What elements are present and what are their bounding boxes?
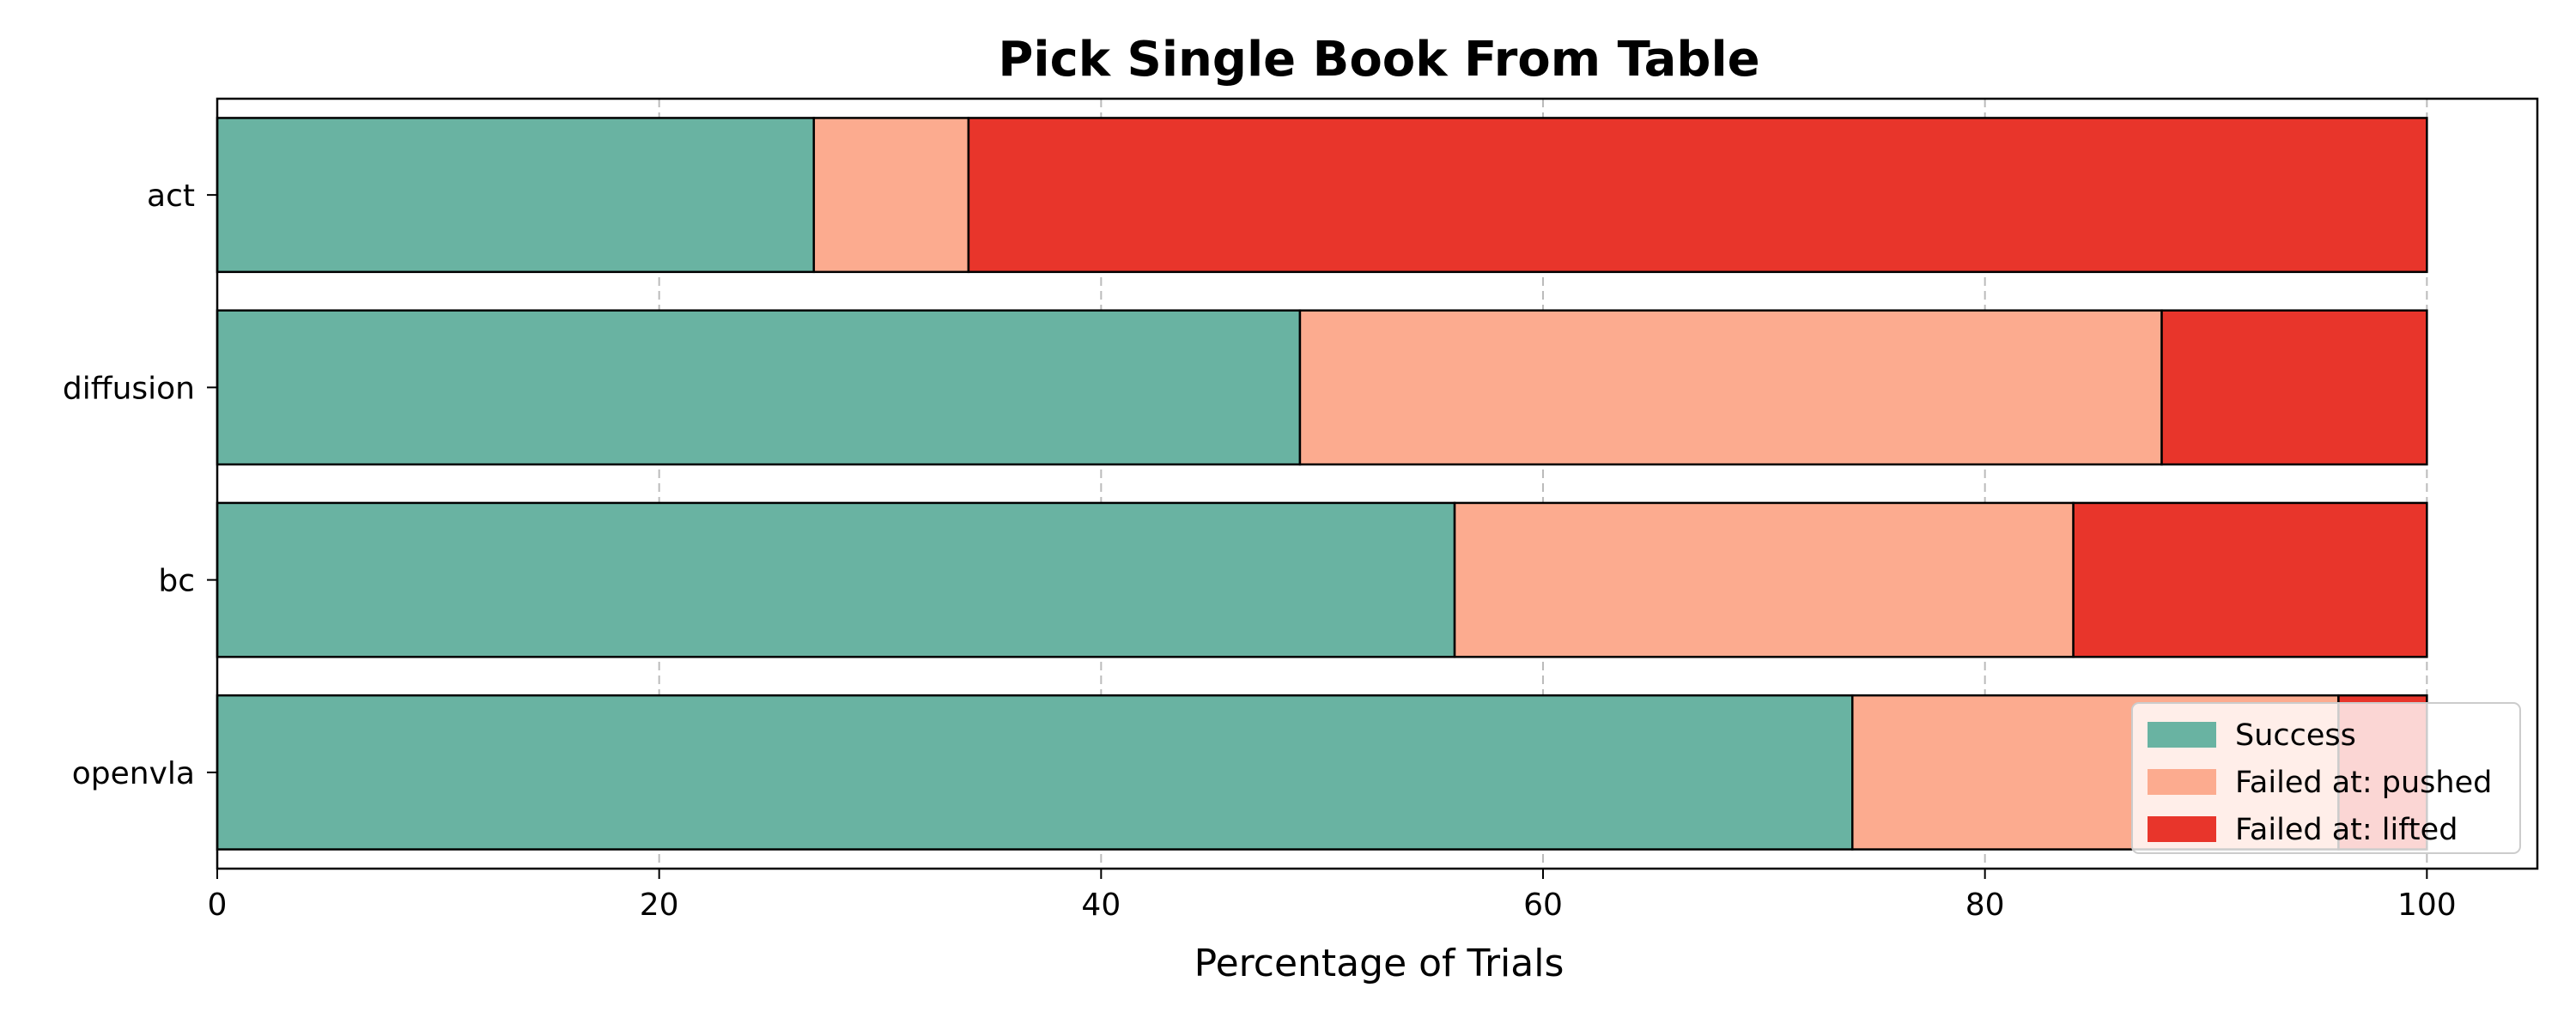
bar-bc-failed-at-lifted bbox=[2072, 501, 2428, 658]
x-tick-label: 60 bbox=[1523, 888, 1563, 923]
bar-act-success bbox=[216, 117, 816, 274]
legend-label: Failed at: lifted bbox=[2235, 813, 2458, 847]
chart-title: Pick Single Book From Table bbox=[998, 32, 1759, 88]
bar-bc-success bbox=[216, 501, 1456, 658]
legend-label: Success bbox=[2235, 718, 2356, 753]
bar-diffusion-success bbox=[216, 309, 1302, 466]
y-tick-label: diffusion bbox=[63, 371, 195, 406]
x-axis-label: Percentage of Trials bbox=[1194, 942, 1564, 985]
bars bbox=[216, 117, 2428, 851]
x-tick-label: 80 bbox=[1965, 888, 2005, 923]
x-tick-label: 0 bbox=[208, 888, 228, 923]
y-axis-ticks: act diffusion bc openvla bbox=[63, 179, 217, 791]
legend-box bbox=[2131, 702, 2521, 854]
legend-swatch bbox=[2148, 722, 2216, 748]
x-tick-label: 20 bbox=[640, 888, 679, 923]
legend-swatch bbox=[2148, 816, 2216, 842]
bar-diffusion-failed-at-lifted bbox=[2160, 309, 2428, 466]
x-axis-ticks: 0 20 40 60 80 100 bbox=[208, 869, 2457, 923]
bar-act-failed-at-pushed bbox=[812, 117, 970, 274]
bar-bc-failed-at-pushed bbox=[1453, 501, 2075, 658]
legend-label: Failed at: pushed bbox=[2235, 766, 2492, 800]
y-tick-label: openvla bbox=[72, 756, 195, 791]
y-tick-label: bc bbox=[158, 564, 195, 599]
bar-openvla-success bbox=[216, 694, 1854, 851]
bar-act-failed-at-lifted bbox=[967, 117, 2428, 274]
legend-swatch bbox=[2148, 769, 2216, 795]
y-tick-label: act bbox=[147, 179, 195, 214]
x-tick-label: 40 bbox=[1081, 888, 1121, 923]
bar-diffusion-failed-at-pushed bbox=[1298, 309, 2163, 466]
legend: Success Failed at: pushed Failed at: lifte… bbox=[2131, 702, 2521, 854]
x-tick-label: 100 bbox=[2397, 888, 2457, 923]
plot-frame bbox=[216, 97, 2539, 870]
